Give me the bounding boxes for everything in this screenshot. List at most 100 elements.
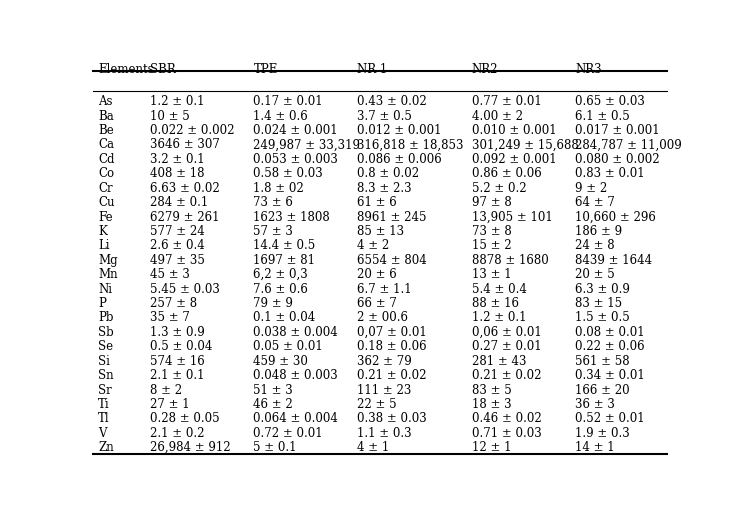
Text: Sb: Sb	[99, 326, 114, 339]
Text: 5.2 ± 0.2: 5.2 ± 0.2	[471, 181, 526, 194]
Text: 0.18 ± 0.06: 0.18 ± 0.06	[357, 340, 426, 353]
Text: 4.00 ± 2: 4.00 ± 2	[471, 110, 522, 123]
Text: Ca: Ca	[99, 138, 114, 151]
Text: 0.012 ± 0.001: 0.012 ± 0.001	[357, 124, 442, 137]
Text: 0.022 ± 0.002: 0.022 ± 0.002	[150, 124, 235, 137]
Text: 0.5 ± 0.04: 0.5 ± 0.04	[150, 340, 213, 353]
Text: 24 ± 8: 24 ± 8	[575, 239, 614, 252]
Text: Ba: Ba	[99, 110, 114, 123]
Text: Cu: Cu	[99, 196, 115, 209]
Text: 46 ± 2: 46 ± 2	[253, 398, 293, 411]
Text: 64 ± 7: 64 ± 7	[575, 196, 615, 209]
Text: 45 ± 3: 45 ± 3	[150, 268, 190, 281]
Text: 0.43 ± 0.02: 0.43 ± 0.02	[357, 95, 427, 108]
Text: 0.1 ± 0.04: 0.1 ± 0.04	[253, 311, 316, 324]
Text: 0.092 ± 0.001: 0.092 ± 0.001	[471, 153, 556, 166]
Text: 0.21 ± 0.02: 0.21 ± 0.02	[357, 369, 426, 382]
Text: NR2: NR2	[471, 63, 498, 76]
Text: 88 ± 16: 88 ± 16	[471, 297, 519, 310]
Text: 8.3 ± 2.3: 8.3 ± 2.3	[357, 181, 411, 194]
Text: 577 ± 24: 577 ± 24	[150, 225, 205, 238]
Text: 2 ± 00.6: 2 ± 00.6	[357, 311, 408, 324]
Text: 97 ± 8: 97 ± 8	[471, 196, 511, 209]
Text: 8878 ± 1680: 8878 ± 1680	[471, 254, 548, 267]
Text: 0.010 ± 0.001: 0.010 ± 0.001	[471, 124, 556, 137]
Text: 301,249 ± 15,688: 301,249 ± 15,688	[471, 138, 579, 151]
Text: NR3: NR3	[575, 63, 602, 76]
Text: 0.77 ± 0.01: 0.77 ± 0.01	[471, 95, 542, 108]
Text: Cd: Cd	[99, 153, 115, 166]
Text: Co: Co	[99, 167, 115, 180]
Text: 561 ± 58: 561 ± 58	[575, 355, 630, 368]
Text: 10,660 ± 296: 10,660 ± 296	[575, 211, 656, 224]
Text: 0.8 ± 0.02: 0.8 ± 0.02	[357, 167, 419, 180]
Text: 2.1 ± 0.1: 2.1 ± 0.1	[150, 369, 205, 382]
Text: 26,984 ± 912: 26,984 ± 912	[150, 441, 230, 454]
Text: Zn: Zn	[99, 441, 114, 454]
Text: 0.83 ± 0.01: 0.83 ± 0.01	[575, 167, 645, 180]
Text: 0.038 ± 0.004: 0.038 ± 0.004	[253, 326, 338, 339]
Text: 497 ± 35: 497 ± 35	[150, 254, 205, 267]
Text: 0.086 ± 0.006: 0.086 ± 0.006	[357, 153, 442, 166]
Text: 1.1 ± 0.3: 1.1 ± 0.3	[357, 427, 411, 440]
Text: 7.6 ± 0.6: 7.6 ± 0.6	[253, 282, 308, 295]
Text: 2.1 ± 0.2: 2.1 ± 0.2	[150, 427, 205, 440]
Text: 15 ± 2: 15 ± 2	[471, 239, 511, 252]
Text: 13 ± 1: 13 ± 1	[471, 268, 511, 281]
Text: TPE: TPE	[253, 63, 278, 76]
Text: 574 ± 16: 574 ± 16	[150, 355, 205, 368]
Text: 5 ± 0.1: 5 ± 0.1	[253, 441, 297, 454]
Text: Mg: Mg	[99, 254, 118, 267]
Text: 0.024 ± 0.001: 0.024 ± 0.001	[253, 124, 338, 137]
Text: 0.46 ± 0.02: 0.46 ± 0.02	[471, 412, 542, 425]
Text: 0.048 ± 0.003: 0.048 ± 0.003	[253, 369, 338, 382]
Text: 1.5 ± 0.5: 1.5 ± 0.5	[575, 311, 630, 324]
Text: 0.080 ± 0.002: 0.080 ± 0.002	[575, 153, 659, 166]
Text: 4 ± 1: 4 ± 1	[357, 441, 389, 454]
Text: 0.52 ± 0.01: 0.52 ± 0.01	[575, 412, 645, 425]
Text: 6.63 ± 0.02: 6.63 ± 0.02	[150, 181, 220, 194]
Text: 4 ± 2: 4 ± 2	[357, 239, 389, 252]
Text: 0.65 ± 0.03: 0.65 ± 0.03	[575, 95, 645, 108]
Text: 0.05 ± 0.01: 0.05 ± 0.01	[253, 340, 323, 353]
Text: 1.9 ± 0.3: 1.9 ± 0.3	[575, 427, 630, 440]
Text: 51 ± 3: 51 ± 3	[253, 384, 293, 397]
Text: 0.34 ± 0.01: 0.34 ± 0.01	[575, 369, 645, 382]
Text: 6554 ± 804: 6554 ± 804	[357, 254, 427, 267]
Text: 1.3 ± 0.9: 1.3 ± 0.9	[150, 326, 205, 339]
Text: Mn: Mn	[99, 268, 118, 281]
Text: K: K	[99, 225, 107, 238]
Text: Elements: Elements	[99, 63, 154, 76]
Text: 9 ± 2: 9 ± 2	[575, 181, 608, 194]
Text: 0.053 ± 0.003: 0.053 ± 0.003	[253, 153, 339, 166]
Text: 83 ± 15: 83 ± 15	[575, 297, 622, 310]
Text: 5.4 ± 0.4: 5.4 ± 0.4	[471, 282, 527, 295]
Text: 85 ± 13: 85 ± 13	[357, 225, 404, 238]
Text: 10 ± 5: 10 ± 5	[150, 110, 190, 123]
Text: 0,06 ± 0.01: 0,06 ± 0.01	[471, 326, 542, 339]
Text: 0,07 ± 0.01: 0,07 ± 0.01	[357, 326, 427, 339]
Text: 0.21 ± 0.02: 0.21 ± 0.02	[471, 369, 541, 382]
Text: 6279 ± 261: 6279 ± 261	[150, 211, 219, 224]
Text: 61 ± 6: 61 ± 6	[357, 196, 396, 209]
Text: 186 ± 9: 186 ± 9	[575, 225, 622, 238]
Text: As: As	[99, 95, 113, 108]
Text: 83 ± 5: 83 ± 5	[471, 384, 511, 397]
Text: Pb: Pb	[99, 311, 114, 324]
Text: 8 ± 2: 8 ± 2	[150, 384, 182, 397]
Text: Sn: Sn	[99, 369, 114, 382]
Text: Sr: Sr	[99, 384, 112, 397]
Text: 166 ± 20: 166 ± 20	[575, 384, 630, 397]
Text: 284,787 ± 11,009: 284,787 ± 11,009	[575, 138, 682, 151]
Text: 0.28 ± 0.05: 0.28 ± 0.05	[150, 412, 219, 425]
Text: 6,2 ± 0,3: 6,2 ± 0,3	[253, 268, 308, 281]
Text: 3646 ± 307: 3646 ± 307	[150, 138, 220, 151]
Text: 0.86 ± 0.06: 0.86 ± 0.06	[471, 167, 542, 180]
Text: 13,905 ± 101: 13,905 ± 101	[471, 211, 552, 224]
Text: 408 ± 18: 408 ± 18	[150, 167, 205, 180]
Text: 14.4 ± 0.5: 14.4 ± 0.5	[253, 239, 316, 252]
Text: Ni: Ni	[99, 282, 113, 295]
Text: 1697 ± 81: 1697 ± 81	[253, 254, 316, 267]
Text: Li: Li	[99, 239, 110, 252]
Text: Tl: Tl	[99, 412, 110, 425]
